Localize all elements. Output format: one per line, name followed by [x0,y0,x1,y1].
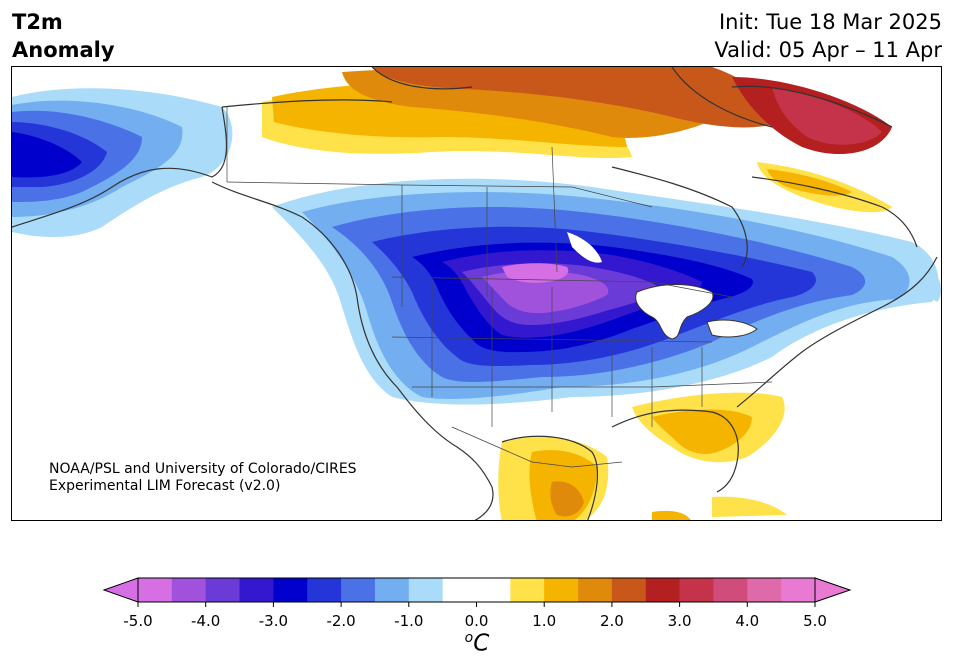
colorbar-segment [374,578,410,602]
credit-line-2: Experimental LIM Forecast (v2.0) [49,478,281,494]
title-line-1: T2m [12,10,63,34]
colorbar-unit: oC [465,630,490,657]
colorbar-tick-label: 0.0 [464,612,489,630]
coastlines [12,67,938,520]
colorbar-segment [307,578,342,602]
political-borders [226,107,773,468]
colorbar-tick-label: 5.0 [803,612,827,630]
init-date: Init: Tue 18 Mar 2025 [718,10,942,34]
colorbar-under-extension [102,577,139,603]
colorbar-segment [713,578,748,602]
colorbar-tick-label: -2.0 [326,612,356,630]
colorbar-segment [645,578,681,602]
colorbar-tick-label: 2.0 [599,612,624,630]
colorbar-segment [611,578,647,602]
colorbar-tick-label: 1.0 [532,612,557,630]
title-line-2: Anomaly [12,38,115,62]
colorbar-segment [747,578,782,602]
colorbar [102,577,852,607]
anomaly-map [11,66,942,521]
colorbar-segment [138,578,173,602]
colorbar-segment [781,578,816,602]
colorbar-segment [408,578,444,602]
colorbar-tick-label: 3.0 [667,612,692,630]
colorbar-segment [273,578,308,602]
colorbar-segment [205,578,241,602]
colorbar-over-extension [814,577,852,603]
colorbar-tick-label: -3.0 [258,612,289,630]
colorbar-tick-label: -1.0 [394,612,424,630]
colorbar-segment [442,578,477,602]
colorbar-segment [679,578,714,602]
great-lakes [635,284,714,340]
unit-symbol: C [473,630,490,657]
forecast-dates: Init: Tue 18 Mar 2025 Valid: 05 Apr – 11… [714,8,942,64]
credit-line-1: NOAA/PSL and University of Colorado/CIRE… [49,461,357,477]
valid-date: Valid: 05 Apr – 11 Apr [714,38,942,62]
colorbar-segment [171,578,207,602]
colorbar-segment [476,578,511,602]
degree-sign: o [464,630,474,646]
map-canvas [12,67,941,520]
data-credit: NOAA/PSL and University of Colorado/CIRE… [49,461,357,495]
colorbar-segment [510,578,545,602]
colorbar-tick-label: -4.0 [191,612,221,630]
map-title: T2m Anomaly [12,8,115,64]
colorbar-tick-label: 4.0 [735,612,760,630]
colorbar-segment [341,578,376,602]
colorbar-tick-label: -5.0 [123,612,153,630]
colorbar-segment [578,578,613,602]
colorbar-segment [544,578,579,602]
colorbar-segment [239,578,274,602]
